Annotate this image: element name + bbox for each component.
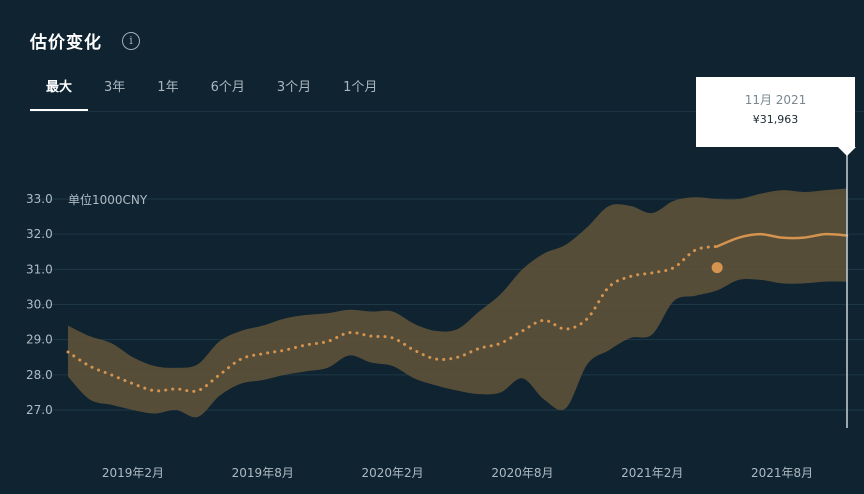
estimate-line-projected xyxy=(715,232,849,248)
x-tick-label: 2021年8月 xyxy=(751,466,813,480)
tab-3y[interactable]: 3年 xyxy=(104,80,126,95)
info-icon[interactable]: i xyxy=(122,31,140,50)
chart-tooltip: 11月 2021 ¥31,963 xyxy=(696,77,855,147)
tooltip-arrow xyxy=(838,147,856,156)
y-tick-label: 29.0 xyxy=(26,333,53,347)
x-tick-label: 2019年2月 xyxy=(102,466,164,480)
y-tick-label: 27.0 xyxy=(26,403,53,417)
tab-1m[interactable]: 1个月 xyxy=(343,80,378,95)
tooltip-value: ¥31,963 xyxy=(752,113,799,126)
x-tick-label: 2020年2月 xyxy=(361,466,423,480)
tab-6m[interactable]: 6个月 xyxy=(210,80,245,95)
y-tick-label: 33.0 xyxy=(26,192,53,206)
tab-3m[interactable]: 3个月 xyxy=(276,80,312,95)
y-tick-label: 31.0 xyxy=(26,262,53,276)
x-tick-label: 2019年8月 xyxy=(232,466,294,480)
estimate-line-historical xyxy=(66,244,719,393)
time-range-tabs: 最大 3年 1年 6个月 3个月 1个月 xyxy=(30,78,393,112)
tab-1y[interactable]: 1年 xyxy=(157,80,179,95)
tab-max[interactable]: 最大 xyxy=(30,78,89,112)
highlight-point xyxy=(711,262,723,274)
header: 估价变化 i xyxy=(30,28,140,53)
page-title: 估价变化 xyxy=(30,33,102,53)
tooltip-date: 11月 2021 xyxy=(744,93,807,107)
y-tick-label: 30.0 xyxy=(26,298,53,312)
unit-label: 单位1000CNY xyxy=(68,192,148,207)
confidence-band xyxy=(68,188,847,418)
y-tick-label: 32.0 xyxy=(26,227,53,241)
tab-divider xyxy=(30,111,864,112)
x-tick-label: 2021年2月 xyxy=(621,466,683,480)
y-tick-label: 28.0 xyxy=(26,368,53,382)
x-tick-label: 2020年8月 xyxy=(491,466,553,480)
